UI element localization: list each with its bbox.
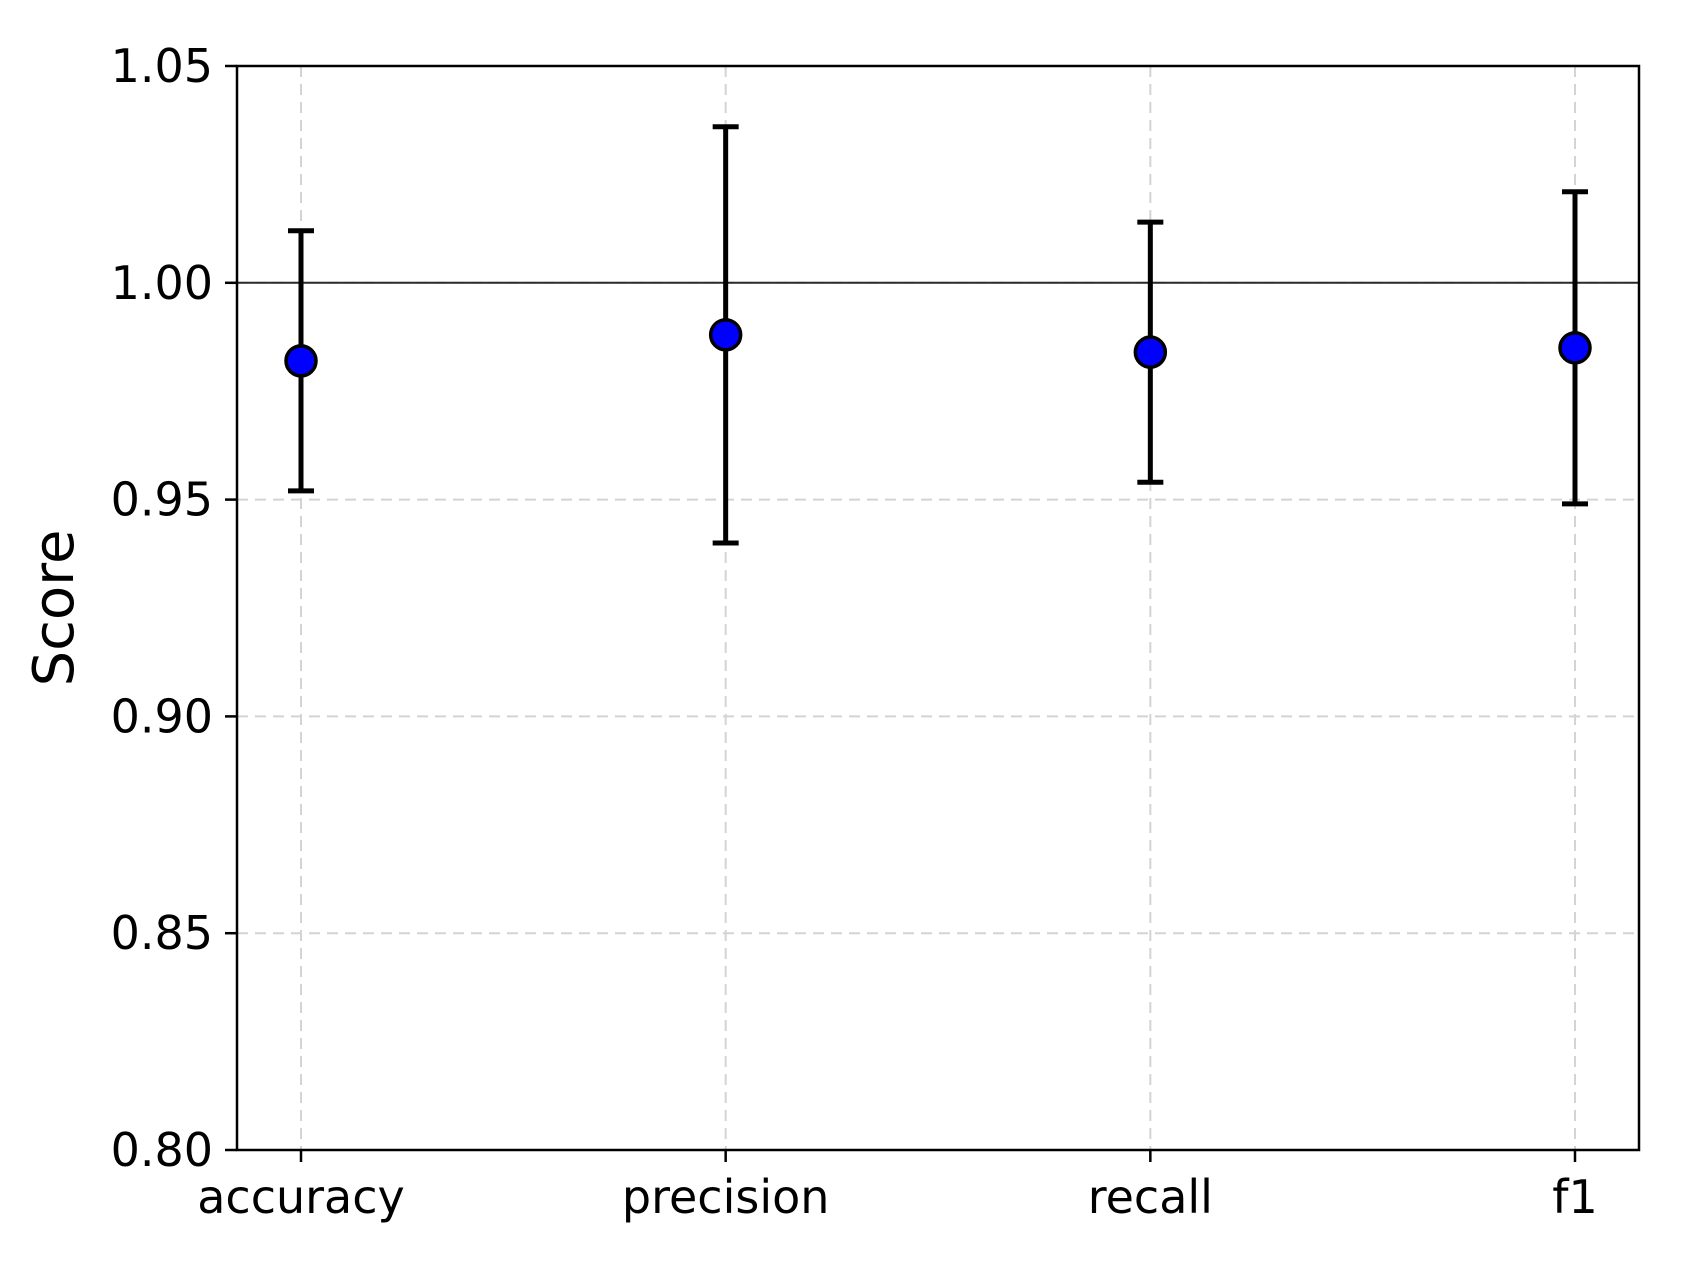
plot-frame — [235, 64, 1641, 1152]
data-point — [1558, 331, 1592, 365]
data-point — [284, 344, 318, 378]
y-tick-label: 0.85 — [111, 906, 213, 960]
x-tick-label: accuracy — [197, 1170, 405, 1224]
y-tick-label: 1.00 — [111, 256, 213, 310]
x-tick-label: recall — [1088, 1170, 1213, 1224]
y-tick-label: 0.80 — [111, 1123, 213, 1177]
y-tick-label: 1.05 — [111, 39, 213, 93]
x-tick-label: precision — [622, 1170, 830, 1224]
data-point — [1133, 335, 1168, 369]
y-tick-label: 0.90 — [111, 689, 213, 743]
y-axis-label: Score — [22, 530, 87, 687]
y-tick-label: 0.95 — [111, 473, 213, 527]
x-tick-label: f1 — [1552, 1170, 1597, 1224]
data-point — [708, 318, 743, 352]
